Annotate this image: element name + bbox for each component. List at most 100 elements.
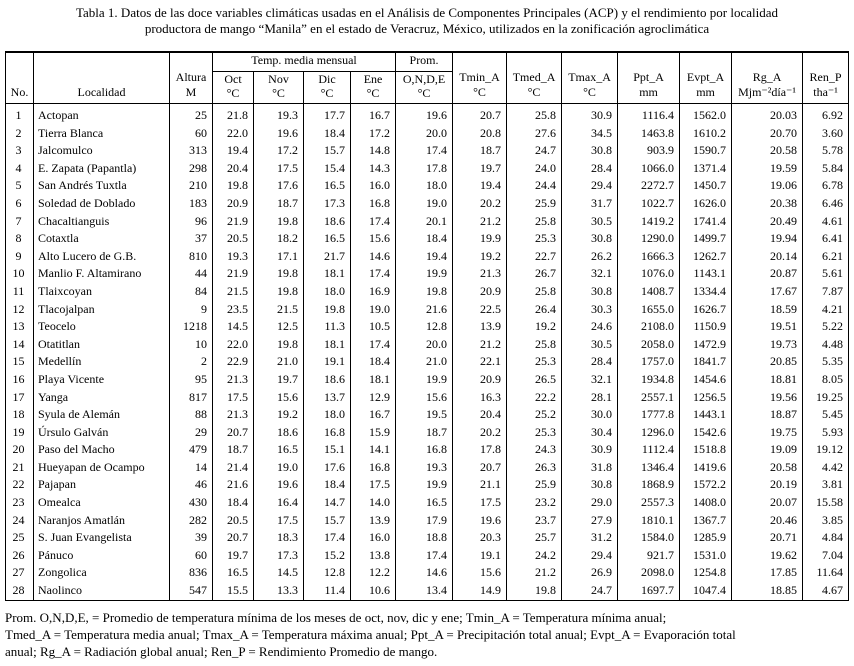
value-cell: 20.14 xyxy=(731,247,804,266)
value-cell: 18.6 xyxy=(303,212,351,231)
value-cell: 2 xyxy=(169,353,213,371)
value-cell: 27.9 xyxy=(561,511,619,530)
value-cell: 1285.9 xyxy=(679,529,733,547)
value-cell: 19.8 xyxy=(506,582,563,601)
header-line: °C xyxy=(417,86,431,100)
value-cell: 20.70 xyxy=(731,124,804,143)
value-cell: 20.3 xyxy=(452,529,508,547)
table-row: 18 Syula de Alemán 88 21.3 19.2 18.0 16.7 19.5 2… xyxy=(5,406,850,424)
value-cell: 12.9 xyxy=(349,388,397,407)
table-row: 1 Actopan 25 21.8 19.3 17.7 16.7 19.6 20.7 25.8 30… xyxy=(5,103,850,125)
header-line: °C xyxy=(272,86,285,100)
value-cell: 6.41 xyxy=(802,230,850,248)
value-cell: 21.4 xyxy=(212,458,254,477)
locality-cell: Soledad de Doblado xyxy=(33,194,170,213)
value-cell: 29 xyxy=(169,423,213,442)
value-cell: 22.9 xyxy=(212,353,254,371)
value-cell: 30.5 xyxy=(561,212,619,231)
header-line: Tmax_A xyxy=(568,70,611,84)
value-cell: 16.5 xyxy=(212,564,254,583)
value-cell: 1066.0 xyxy=(617,159,681,178)
value-cell: 30.5 xyxy=(561,335,619,354)
value-cell: 1454.6 xyxy=(679,370,733,389)
locality-cell: S. Juan Evangelista xyxy=(33,529,170,547)
locality-cell: Naranjos Amatlán xyxy=(33,511,170,530)
value-cell: 17.6 xyxy=(253,177,304,195)
header-row: No. Localidad Altura M Temp. media mensual Pr… xyxy=(5,51,850,104)
value-cell: 21.6 xyxy=(212,476,254,495)
value-cell: 30.8 xyxy=(561,142,619,160)
value-cell: 1666.3 xyxy=(617,247,681,266)
table-body: 1 Actopan 25 21.8 19.3 17.7 16.7 19.6 20.7 25.8 30… xyxy=(5,103,850,601)
value-cell: 20.2 xyxy=(452,423,508,442)
value-cell: 46 xyxy=(169,476,213,495)
value-cell: 19.12 xyxy=(802,441,850,459)
value-cell: 25.9 xyxy=(506,476,563,495)
value-cell: 28 xyxy=(5,582,34,601)
column-header: Ene °C xyxy=(349,71,397,104)
value-cell: 21.1 xyxy=(452,476,508,495)
value-cell: 22.0 xyxy=(212,335,254,354)
value-cell: 25.3 xyxy=(506,353,563,371)
value-cell: 26.7 xyxy=(506,265,563,283)
locality-cell: Manlio F. Altamirano xyxy=(33,265,170,283)
table-row: 21 Hueyapan de Ocampo 14 21.4 19.0 17.6 16.8 19… xyxy=(5,458,850,477)
header-line: Ppt_A xyxy=(633,70,664,84)
value-cell: 32.1 xyxy=(561,265,619,283)
value-cell: 14.7 xyxy=(303,494,351,512)
value-cell: 14.5 xyxy=(253,564,304,583)
value-cell: 30.3 xyxy=(561,300,619,319)
value-cell: 4 xyxy=(5,159,34,178)
value-cell: 1590.7 xyxy=(679,142,733,160)
value-cell: 18.2 xyxy=(253,230,304,248)
value-cell: 19.3 xyxy=(395,458,454,477)
value-cell: 20.1 xyxy=(395,212,454,231)
value-cell: 25.8 xyxy=(506,212,563,231)
value-cell: 20.58 xyxy=(731,458,804,477)
value-cell: 18.7 xyxy=(253,194,304,213)
value-cell: 430 xyxy=(169,494,213,512)
header-line: Oct xyxy=(224,72,242,86)
value-cell: 1367.7 xyxy=(679,511,733,530)
table-row: 28 Naolinco 547 15.5 13.3 11.4 10.6 13.4 14.9 19.… xyxy=(5,582,850,601)
value-cell: 5.22 xyxy=(802,318,850,336)
footnote-line: Tmed_A = Temperatura media anual; Tmax_A… xyxy=(5,627,736,642)
header-line: tha⁻¹ xyxy=(813,85,838,99)
table-row: 17 Yanga 817 17.5 15.6 13.7 12.9 15.6 16.3 22.2 28… xyxy=(5,388,850,407)
value-cell: 60 xyxy=(169,124,213,143)
value-cell: 21.5 xyxy=(253,300,304,319)
value-cell: 23.5 xyxy=(212,300,254,319)
value-cell: 23.2 xyxy=(506,494,563,512)
value-cell: 15.6 xyxy=(452,564,508,583)
value-cell: 18.3 xyxy=(253,529,304,547)
value-cell: 20.46 xyxy=(731,511,804,530)
value-cell: 18.7 xyxy=(395,423,454,442)
value-cell: 19.59 xyxy=(731,159,804,178)
value-cell: 836 xyxy=(169,564,213,583)
value-cell: 19.6 xyxy=(395,103,454,125)
locality-cell: Playa Vicente xyxy=(33,370,170,389)
table-row: 14 Otatitlan 10 22.0 19.8 18.1 17.4 20.0 21.2 25.… xyxy=(5,335,850,354)
value-cell: 5 xyxy=(5,177,34,195)
value-cell: 4.67 xyxy=(802,582,850,601)
value-cell: 29.0 xyxy=(561,494,619,512)
value-cell: 1290.0 xyxy=(617,230,681,248)
column-header: Tmed_A °C xyxy=(506,51,563,104)
value-cell: 17.5 xyxy=(212,388,254,407)
column-header: Oct °C xyxy=(212,71,254,104)
value-cell: 479 xyxy=(169,441,213,459)
value-cell: 16.4 xyxy=(253,494,304,512)
value-cell: 3.81 xyxy=(802,476,850,495)
value-cell: 22.5 xyxy=(452,300,508,319)
column-header: Ren_P tha⁻¹ xyxy=(802,51,850,104)
value-cell: 19.7 xyxy=(253,370,304,389)
value-cell: 25.3 xyxy=(506,230,563,248)
value-cell: 298 xyxy=(169,159,213,178)
value-cell: 810 xyxy=(169,247,213,266)
locality-cell: Pajapan xyxy=(33,476,170,495)
value-cell: 18.1 xyxy=(349,370,397,389)
value-cell: 19.5 xyxy=(395,406,454,424)
value-cell: 1256.5 xyxy=(679,388,733,407)
locality-cell: Pánuco xyxy=(33,546,170,565)
value-cell: 11.64 xyxy=(802,564,850,583)
